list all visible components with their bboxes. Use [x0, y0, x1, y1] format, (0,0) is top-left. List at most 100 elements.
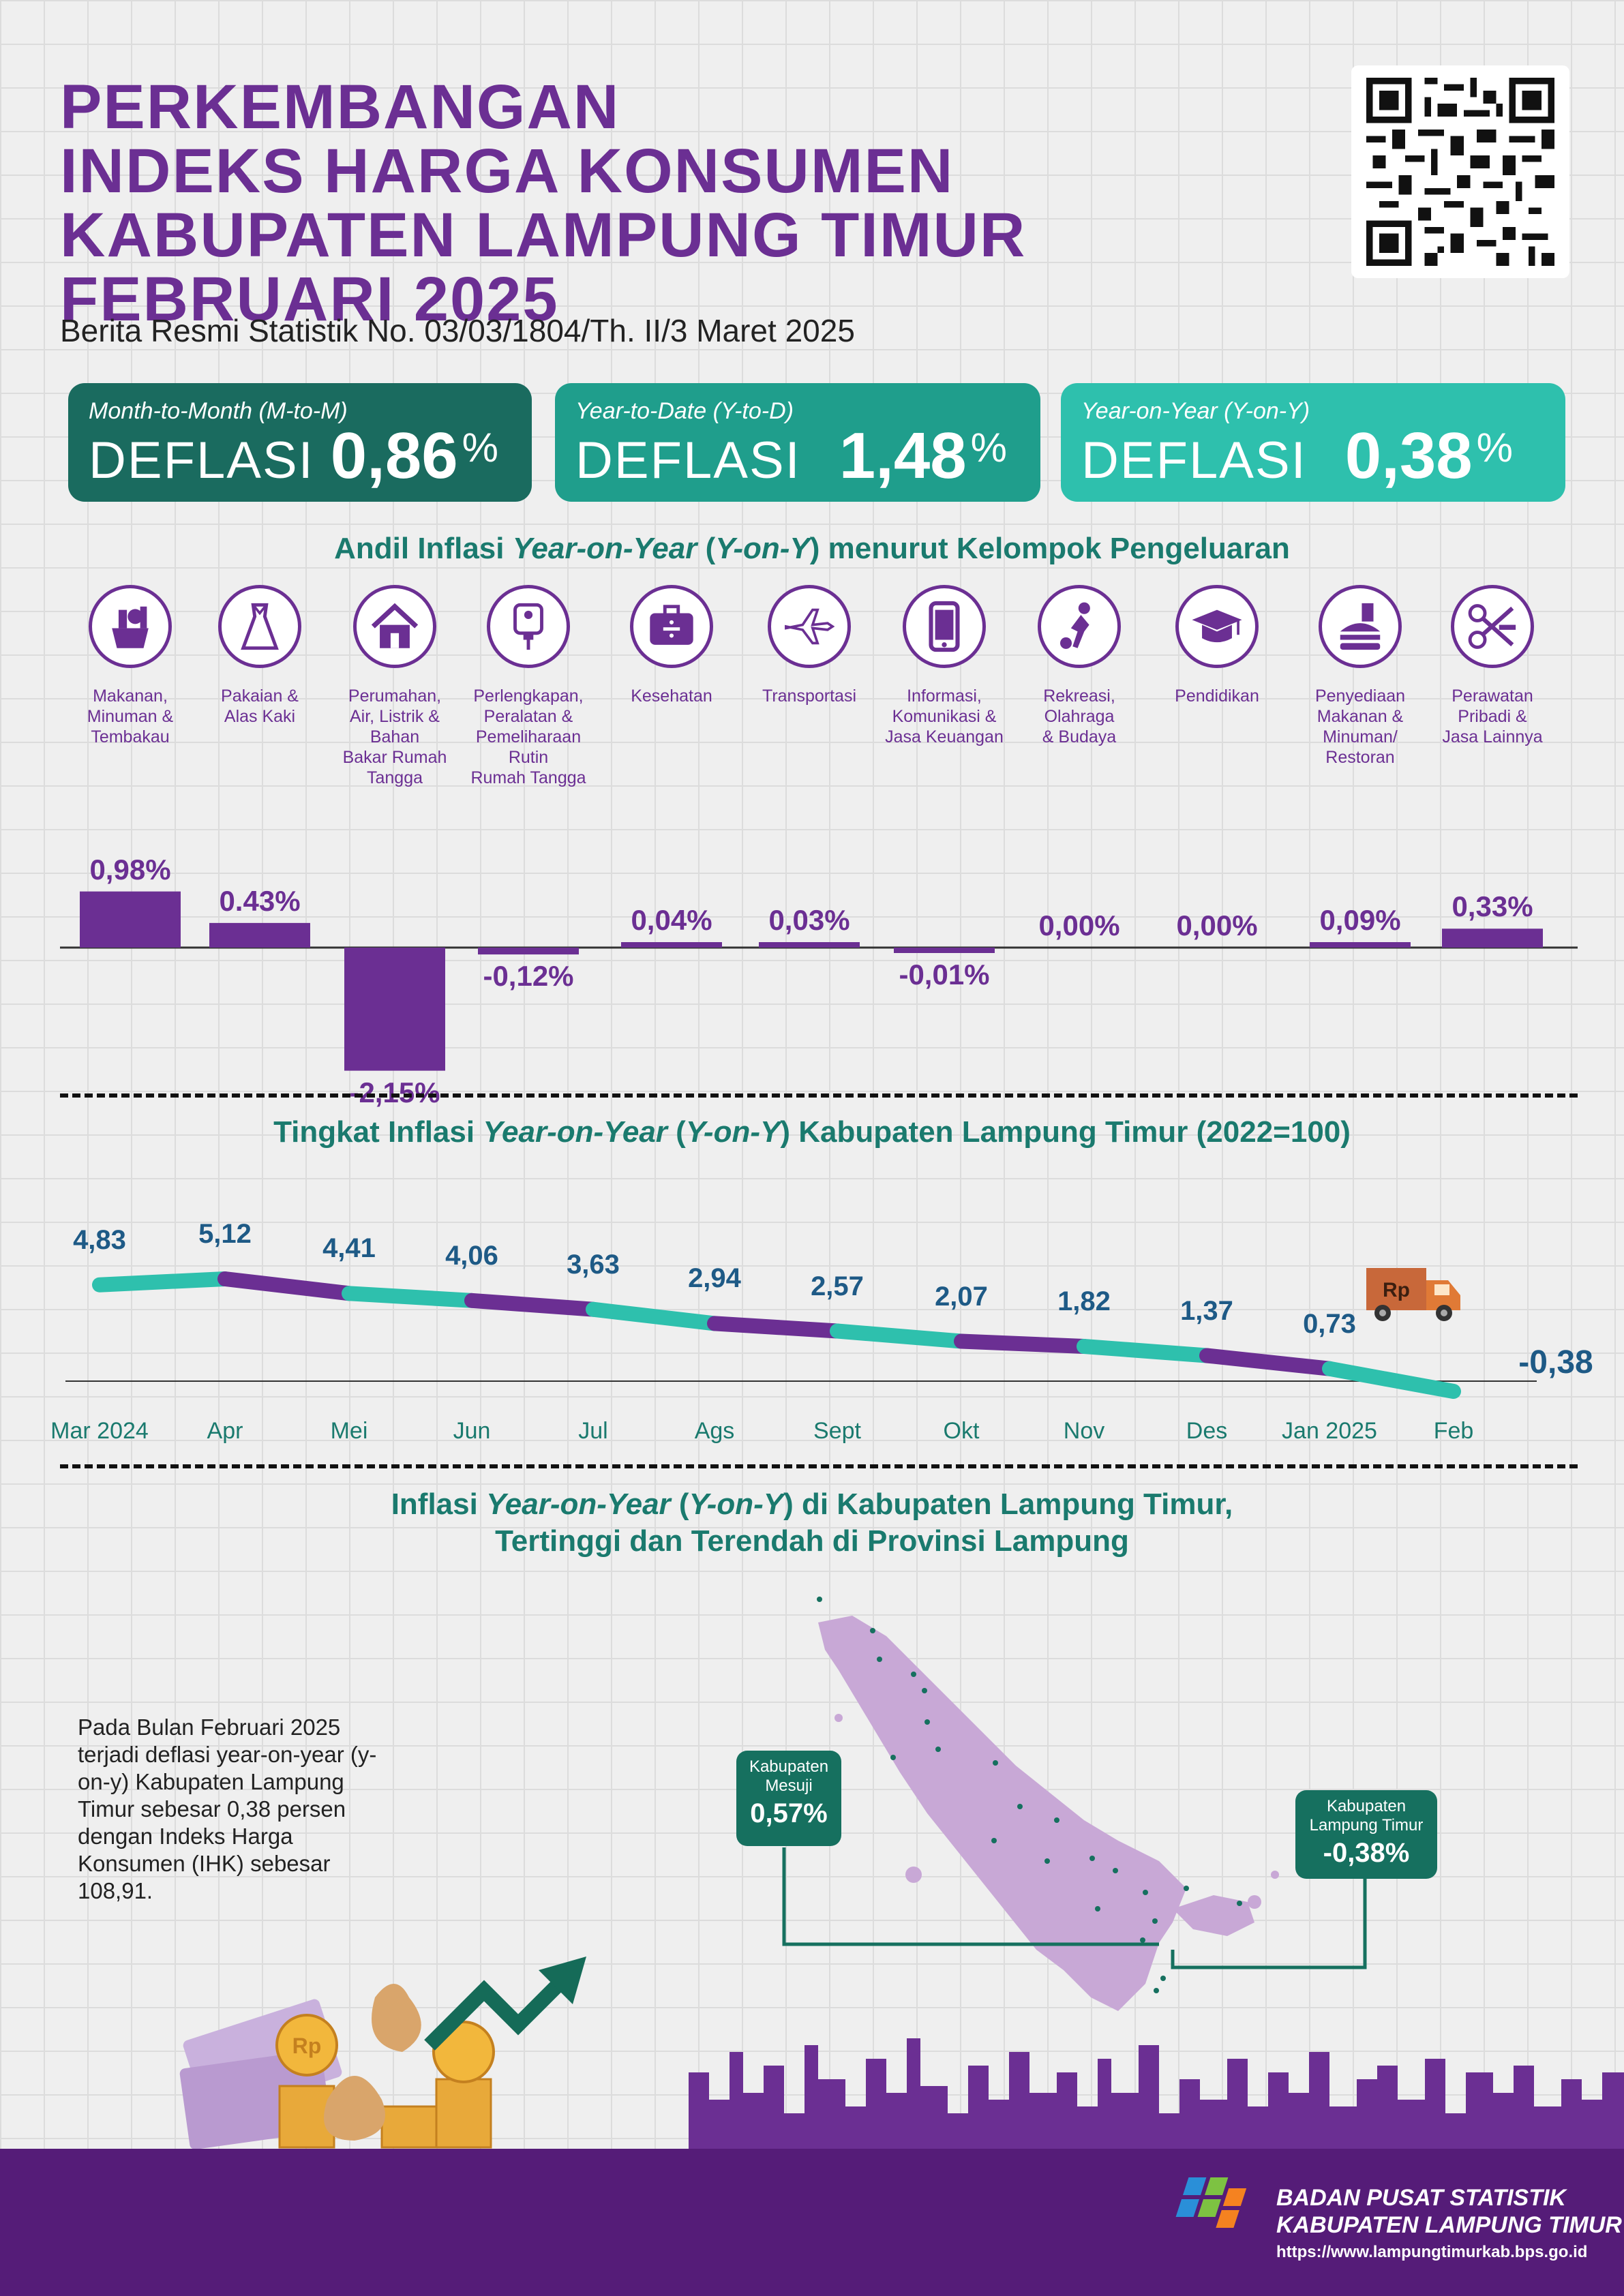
bar-value-label: -0,01%: [899, 958, 990, 991]
bar: [1310, 942, 1411, 948]
summary-unit: %: [970, 425, 1007, 470]
bar: [209, 922, 310, 948]
map-title-italic: Year-on-Year: [486, 1487, 671, 1521]
bar-value-label: -2,15%: [349, 1076, 440, 1108]
house-icon: [353, 585, 436, 668]
category-item: Pendidikan: [1152, 585, 1282, 706]
summary-value: 0,86: [330, 419, 458, 492]
callout-mesuji: Kabupaten Mesuji 0,57%: [736, 1751, 841, 1846]
andil-title-part: ) menurut Kelompok Pengeluaran: [809, 532, 1290, 565]
bar-value-label: 0,33%: [1452, 890, 1533, 923]
line-segment: [1199, 1348, 1337, 1376]
month-tick-label: Jun: [453, 1418, 491, 1444]
bps-logo-icon: [1175, 2177, 1247, 2228]
airplane-icon: [768, 585, 851, 668]
summary-value: 1,48: [839, 419, 967, 492]
title-line-4: FEBRUARI 2025: [60, 265, 559, 334]
bar: [80, 891, 181, 948]
truck-icon: Rp: [1366, 1268, 1460, 1321]
line-value-label: 0,73: [1303, 1308, 1356, 1339]
andil-title-italic: Y-on-Y: [715, 532, 810, 565]
category-name: Makanan, Minuman & Tembakau: [87, 686, 174, 746]
title-line-3: KABUPATEN LAMPUNG TIMUR: [60, 200, 1027, 270]
dress-icon: [218, 585, 301, 668]
callout-lampung-timur: Kabupaten Lampung Timur -0,38%: [1295, 1790, 1437, 1879]
trend-title-italic: Year-on-Year: [483, 1115, 667, 1149]
trend-title-italic: Y-on-Y: [685, 1115, 781, 1149]
page-subtitle: Berita Resmi Statistik No. 03/03/1804/Th…: [60, 313, 855, 348]
map-title-line-1: Inflasi Year-on-Year (Y-on-Y) di Kabupat…: [0, 1487, 1624, 1522]
bar: [621, 942, 722, 948]
category-item: Kesehatan: [607, 585, 736, 706]
bar-value-label: 0,03%: [768, 904, 850, 936]
graduation-cap-icon: [1175, 585, 1259, 668]
org-url-link[interactable]: https://www.lampungtimurkab.bps.go.id: [1276, 2243, 1588, 2261]
map-title-part: (: [670, 1487, 689, 1521]
category-name: Perumahan, Air, Listrik & Bahan Bakar Ru…: [342, 686, 447, 787]
summary-word: DEFLASI: [89, 432, 314, 489]
line-value-label: 2,57: [811, 1271, 864, 1301]
line-value-label: 5,12: [198, 1219, 252, 1249]
trend-title-part: (: [667, 1115, 686, 1149]
bar-value-label: 0,04%: [631, 904, 712, 936]
summary-word: DEFLASI: [1081, 432, 1307, 489]
description-paragraph: Pada Bulan Februari 2025 terjadi deflasi…: [78, 1715, 377, 1903]
title-line-2: INDEKS HARGA KONSUMEN: [60, 136, 954, 206]
map-title-part: Inflasi: [391, 1487, 487, 1521]
truck-label: Rp: [1383, 1279, 1410, 1301]
category-name: Informasi, Komunikasi & Jasa Keuangan: [885, 686, 1004, 746]
footer-bar: [0, 2149, 1624, 2296]
month-tick-label: Ags: [694, 1418, 735, 1444]
title-line-1: PERKEMBANGAN: [60, 72, 620, 142]
bar-value-label: -0,12%: [483, 960, 574, 993]
month-tick-label: Jan 2025: [1282, 1418, 1377, 1444]
soccer-player-icon: [1038, 585, 1121, 668]
divider-2: [60, 1464, 1578, 1468]
sumatra-map: [817, 1597, 1279, 2011]
org-name-line-2: KABUPATEN LAMPUNG TIMUR: [1276, 2212, 1622, 2238]
andil-bar-chart: [60, 891, 1578, 1071]
callout-name: Kabupaten Mesuji: [749, 1757, 829, 1795]
coin-label: Rp: [292, 2034, 322, 2058]
trend-title-part: ) Kabupaten Lampung Timur (2022=100): [780, 1115, 1351, 1149]
summary-label: Month-to-Month (M-to-M): [89, 398, 348, 424]
qr-code[interactable]: [1351, 65, 1569, 278]
line-segment: [830, 1323, 969, 1349]
category-item: Pakaian & Alas Kaki: [195, 585, 325, 727]
bar-value-label: 0,09%: [1319, 904, 1401, 936]
map-title-part: ) di Kabupaten Lampung Timur,: [783, 1487, 1233, 1521]
category-name: Transportasi: [762, 686, 856, 706]
callout-value: -0,38%: [1323, 1838, 1410, 1868]
summary-label: Year-to-Date (Y-to-D): [575, 398, 794, 424]
line-segment: [1077, 1339, 1214, 1363]
line-segment: [342, 1286, 479, 1308]
line-value-label: 4,83: [73, 1224, 126, 1255]
category-item: Rekreasi, Olahraga & Budaya: [1014, 585, 1144, 747]
divider-1: [60, 1093, 1578, 1098]
summary-box-ytd: Year-to-Date (Y-to-D) DEFLASI 1,48 %: [555, 383, 1040, 502]
page-title: PERKEMBANGAN INDEKS HARGA KONSUMEN KABUP…: [60, 75, 1026, 331]
summary-unit: %: [462, 425, 498, 470]
bar-value-label: 0,98%: [89, 853, 171, 886]
bar-value-label: 0,00%: [1038, 909, 1120, 941]
category-name: Kesehatan: [631, 686, 712, 706]
line-segment: [954, 1333, 1092, 1354]
bar-value-label: 0,00%: [1176, 909, 1258, 941]
map-title-line-2: Tertinggi dan Terendah di Provinsi Lampu…: [495, 1524, 1129, 1558]
month-tick-label: Feb: [1433, 1418, 1474, 1444]
trend-line-chart: [65, 1271, 1537, 1399]
line-segment: [707, 1316, 845, 1339]
city-skyline: [689, 2038, 1624, 2154]
scissors-comb-icon: [1451, 585, 1534, 668]
category-item: Makanan, Minuman & Tembakau: [65, 585, 195, 747]
line-value-label: 4,41: [322, 1233, 376, 1264]
andil-title: Andil Inflasi Year-on-Year (Y-on-Y) menu…: [0, 532, 1624, 566]
summary-unit: %: [1476, 425, 1513, 470]
category-name: Penyediaan Makanan & Minuman/ Restoran: [1314, 686, 1406, 767]
bar-value-label: 0.43%: [219, 884, 301, 917]
month-tick-label: Jul: [578, 1418, 608, 1444]
line-segment: [586, 1301, 722, 1331]
bar: [1442, 928, 1543, 948]
month-tick-label: Okt: [943, 1418, 980, 1444]
line-value-label: 4,06: [445, 1240, 498, 1271]
